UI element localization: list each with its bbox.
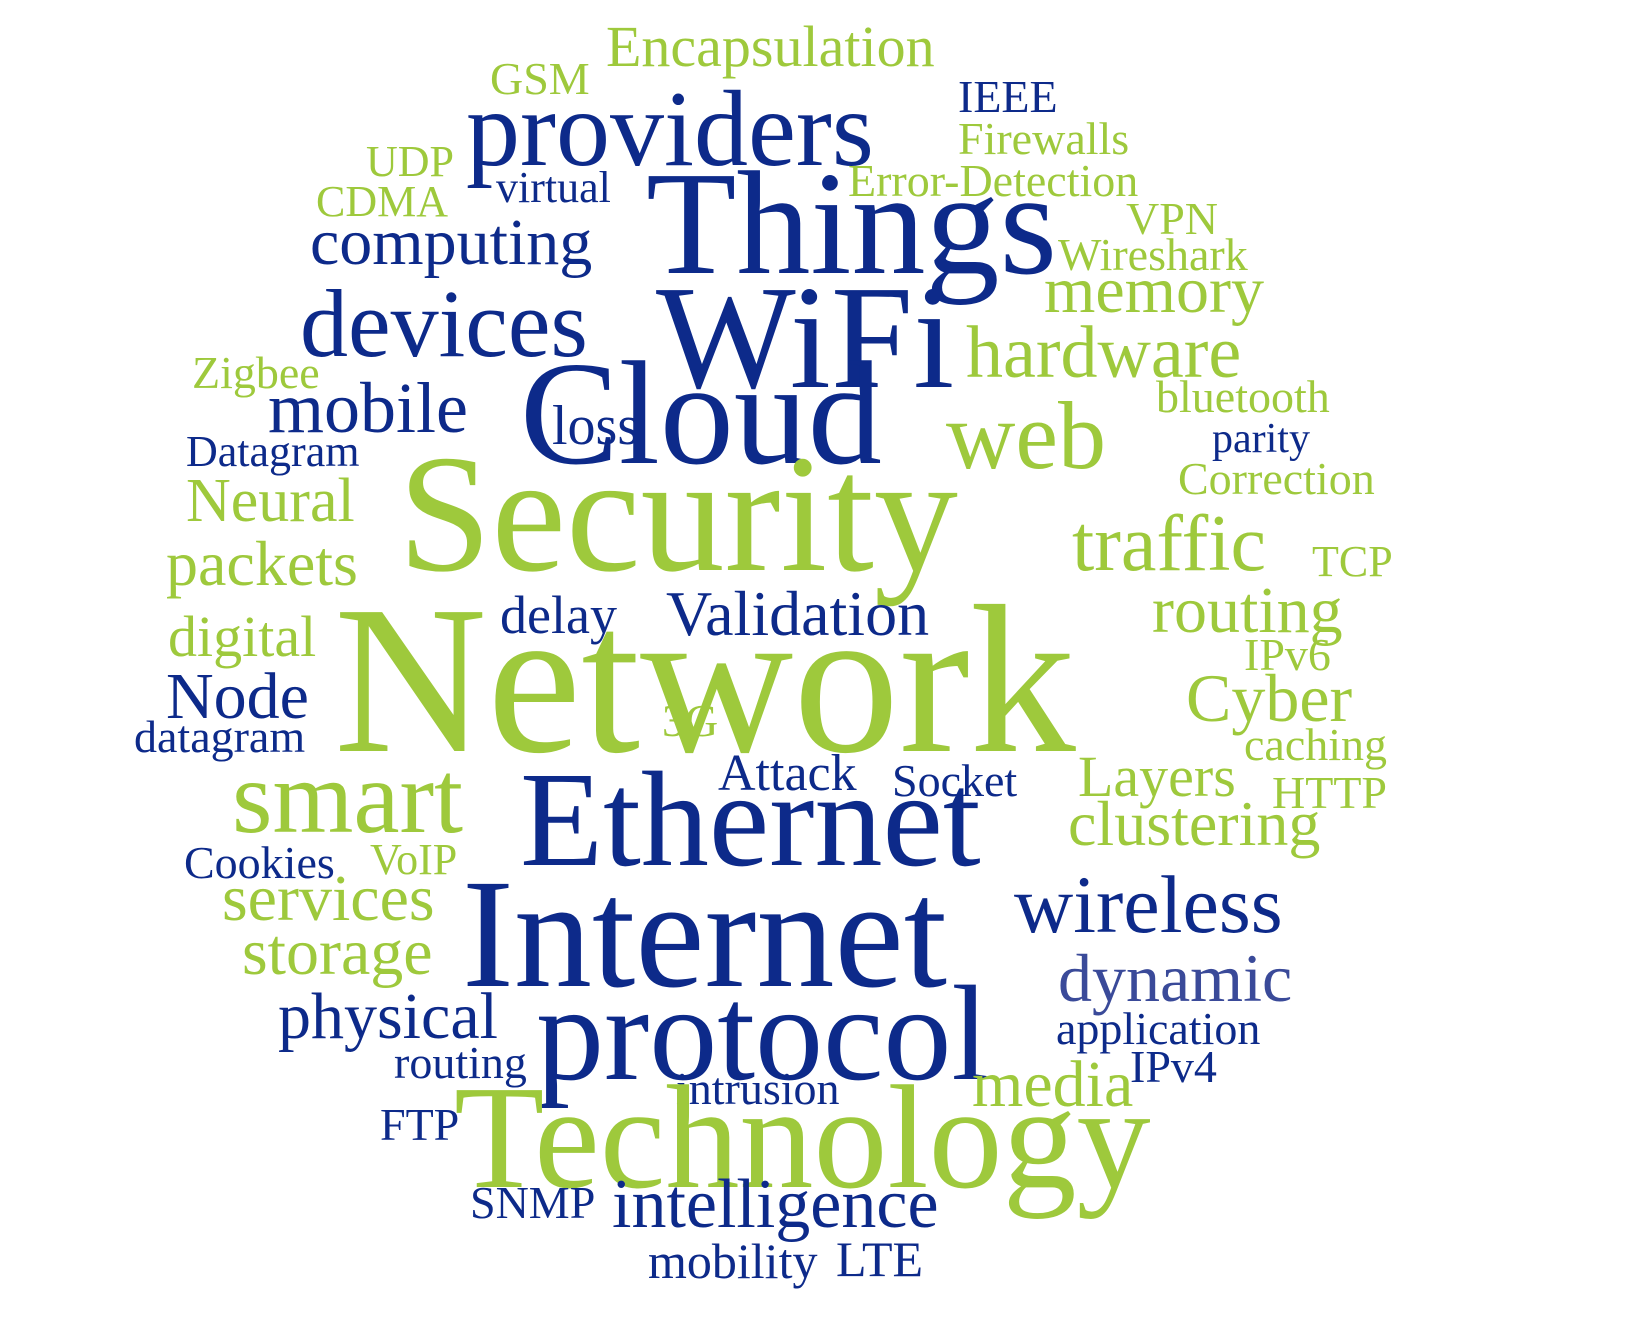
word-datagram: Datagram [186, 427, 360, 476]
word-correction: Correction [1178, 453, 1375, 504]
word-virtual: virtual [496, 163, 611, 212]
word-ftp: FTP [380, 1099, 460, 1150]
word-network: Network [334, 562, 1076, 797]
word-vpn: VPN [1126, 193, 1219, 244]
word-protocol: protocol [536, 959, 990, 1109]
word-tcp: TCP [1312, 537, 1393, 586]
word-error-detection: Error-Detection [848, 155, 1139, 206]
word-technology: Technology [454, 1056, 1151, 1220]
word-smart: smart [232, 740, 464, 855]
word-datagram-lower: datagram [134, 711, 306, 762]
word-parity: parity [1212, 416, 1310, 462]
word-traffic: traffic [1072, 500, 1266, 588]
word-application: application [1056, 1003, 1261, 1054]
word-intrusion: intrusion [676, 1063, 840, 1114]
word-wireshark: Wireshark [1058, 229, 1248, 280]
word-internet: Internet [462, 847, 948, 1020]
word-bluetooth: bluetooth [1156, 371, 1330, 422]
word-security: Security [398, 421, 958, 607]
word-dynamic: dynamic [1058, 940, 1293, 1016]
word-http: HTTP [1272, 767, 1387, 818]
word-ieee: IEEE [958, 71, 1058, 122]
word-packets: packets [166, 528, 358, 599]
word-intelligence: intelligence [612, 1166, 939, 1243]
word-node: Node [166, 660, 309, 733]
word-computing: computing [310, 206, 593, 279]
word-gsm: GSM [490, 53, 590, 104]
word-cloud: Cloud [520, 332, 882, 496]
word-lte: LTE [836, 1231, 924, 1287]
word-socket: Socket [892, 755, 1018, 806]
word-ipv6: IPv6 [1244, 629, 1331, 680]
word-memory: memory [1044, 254, 1264, 327]
word-ethernet: Ethernet [520, 745, 981, 895]
word-digital: digital [168, 604, 317, 669]
word-ipv4: IPv4 [1130, 1041, 1217, 1092]
word-firewalls: Firewalls [958, 113, 1130, 164]
word-cookies: Cookies [184, 837, 335, 888]
word-voip: VoIP [370, 835, 458, 884]
word-caching: caching [1244, 719, 1388, 770]
word-cdma: CDMA [316, 177, 449, 226]
word-physical: physical [278, 980, 498, 1053]
word-things: Things [646, 142, 1058, 306]
word-providers: providers [466, 70, 874, 189]
word-media: media [972, 1048, 1134, 1121]
word-zigbee: Zigbee [192, 347, 320, 398]
word-web: web [946, 382, 1106, 489]
word-neural: Neural [186, 467, 355, 535]
word-devices: devices [300, 270, 588, 377]
word-mobility: mobility [648, 1233, 818, 1289]
word-udp: UDP [366, 137, 455, 186]
word-routing-green: routing [1152, 574, 1343, 647]
word-wireless: wireless [1014, 859, 1283, 950]
word-layers: Layers [1078, 744, 1236, 809]
word-validation: Validation [666, 578, 930, 649]
word-snmp: SNMP [470, 1177, 596, 1228]
word-cyber: Cyber [1186, 660, 1353, 736]
word-hardware: hardware [966, 312, 1242, 394]
word-services: services [222, 862, 435, 935]
word-clustering: clustering [1068, 788, 1321, 859]
word-encapsulation: Encapsulation [606, 14, 935, 79]
word-storage: storage [242, 916, 433, 989]
word-routing-navy: routing [394, 1037, 527, 1088]
word-delay: delay [500, 585, 617, 645]
word-attack: Attack [718, 745, 857, 802]
word-loss: loss [552, 395, 640, 457]
word-wifi: WiFi [656, 256, 955, 420]
word-mobile: mobile [268, 368, 468, 448]
word-3g: 3G [662, 695, 719, 746]
